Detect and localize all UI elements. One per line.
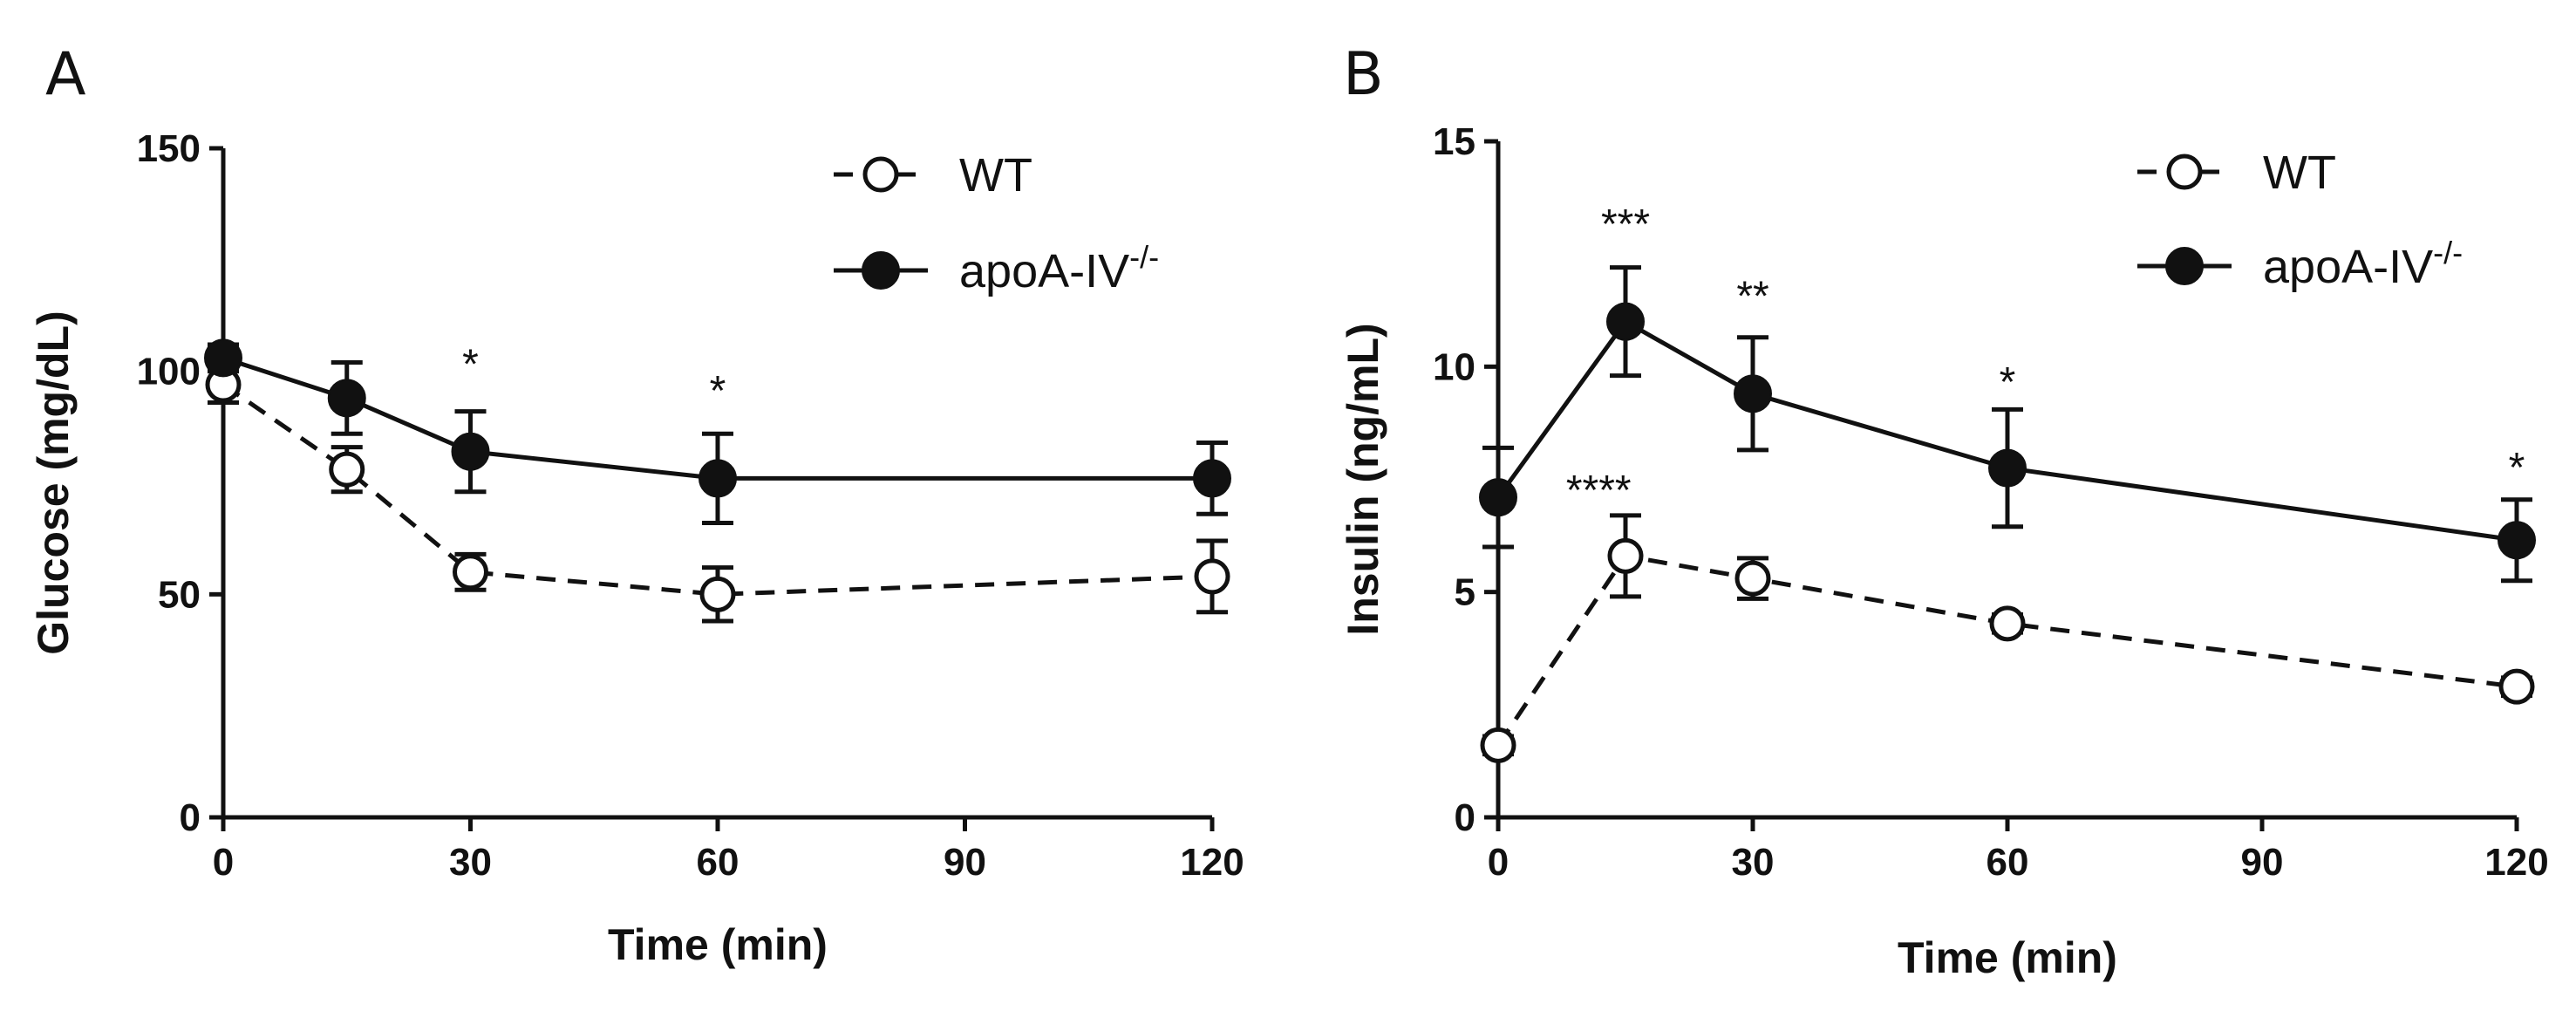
x-tick-label: 60 — [697, 841, 739, 884]
x-tick-label: 0 — [213, 841, 234, 884]
series-apoa-iv-ko — [1479, 265, 2536, 584]
significance-label: * — [2509, 445, 2525, 491]
legend-label: WT — [959, 149, 1032, 202]
x-tick-label: 30 — [1732, 841, 1775, 884]
data-point — [451, 432, 490, 471]
data-point — [1607, 537, 1644, 574]
legend-marker — [862, 156, 899, 193]
data-point — [1606, 302, 1645, 341]
data-point — [2498, 521, 2536, 560]
legend: WT apoA-IV-/- — [2137, 147, 2463, 293]
data-point — [453, 554, 488, 591]
data-point — [699, 459, 737, 498]
significance-label: *** — [1601, 202, 1650, 248]
data-point — [329, 451, 365, 488]
data-point — [1734, 374, 1772, 413]
legend: WT apoA-IV-/- — [834, 149, 1159, 297]
y-tick-label: 150 — [137, 127, 201, 170]
data-point — [1734, 560, 1771, 597]
x-tick-label: 90 — [2241, 841, 2284, 884]
x-tick-label: 120 — [2484, 841, 2548, 884]
data-point — [1194, 558, 1230, 595]
y-tick-label: 50 — [158, 573, 201, 616]
y-axis-title: Glucose (mg/dL) — [29, 311, 78, 654]
panel-b-chart: B 0 5 10 15 0 30 60 90 120 Time (min) Insulin (ng/m… — [1339, 40, 2549, 982]
data-point — [1988, 448, 2027, 488]
panel-a-chart: A 0 50 100 150 0 30 60 90 120 Time (min) Glucose (m… — [29, 40, 1244, 969]
legend-label: apoA-IV-/- — [959, 239, 1159, 297]
data-point — [699, 576, 736, 612]
x-tick-label: 0 — [1488, 841, 1509, 884]
x-tick-label: 90 — [944, 841, 986, 884]
series-apoa-iv-ko — [204, 338, 1231, 526]
legend-marker — [2165, 247, 2204, 285]
legend-label-superscript: -/- — [2433, 235, 2463, 270]
y-axis-title: Insulin (ng/mL) — [1339, 323, 1387, 635]
series-line — [1496, 553, 2518, 747]
legend-marker — [862, 251, 900, 290]
y-tick-label: 5 — [1455, 571, 1475, 614]
y-tick-label: 10 — [1433, 345, 1475, 388]
x-tick-label: 60 — [1987, 841, 2029, 884]
data-point — [1480, 727, 1516, 763]
data-point — [2498, 668, 2535, 705]
x-tick-label: 30 — [449, 841, 492, 884]
legend-marker — [2166, 154, 2203, 190]
legend-label: apoA-IV-/- — [2263, 235, 2463, 293]
panel-letter: B — [1343, 40, 1384, 109]
x-axis-title: Time (min) — [608, 920, 828, 969]
data-point — [1989, 605, 2026, 642]
significance-label: * — [710, 368, 726, 414]
series-line — [221, 382, 1213, 597]
legend-label: WT — [2263, 147, 2336, 199]
significance-label: * — [462, 341, 479, 387]
y-tick-label: 0 — [180, 796, 201, 839]
series-wt — [1480, 513, 2535, 763]
x-tick-label: 120 — [1180, 841, 1244, 884]
y-tick-label: 0 — [1455, 796, 1475, 839]
significance-label: * — [2000, 359, 2016, 406]
x-axis-title: Time (min) — [1898, 933, 2117, 982]
data-point — [1479, 478, 1517, 517]
significance-label: **** — [1566, 468, 1632, 514]
data-point — [204, 338, 242, 378]
panel-letter: A — [45, 40, 86, 109]
series-wt — [205, 365, 1230, 624]
y-tick-label: 100 — [137, 351, 201, 393]
legend-label-superscript: -/- — [1129, 239, 1159, 275]
data-point — [1193, 459, 1231, 498]
y-tick-label: 15 — [1433, 120, 1475, 163]
data-point — [327, 379, 366, 418]
significance-label: ** — [1736, 274, 1768, 320]
